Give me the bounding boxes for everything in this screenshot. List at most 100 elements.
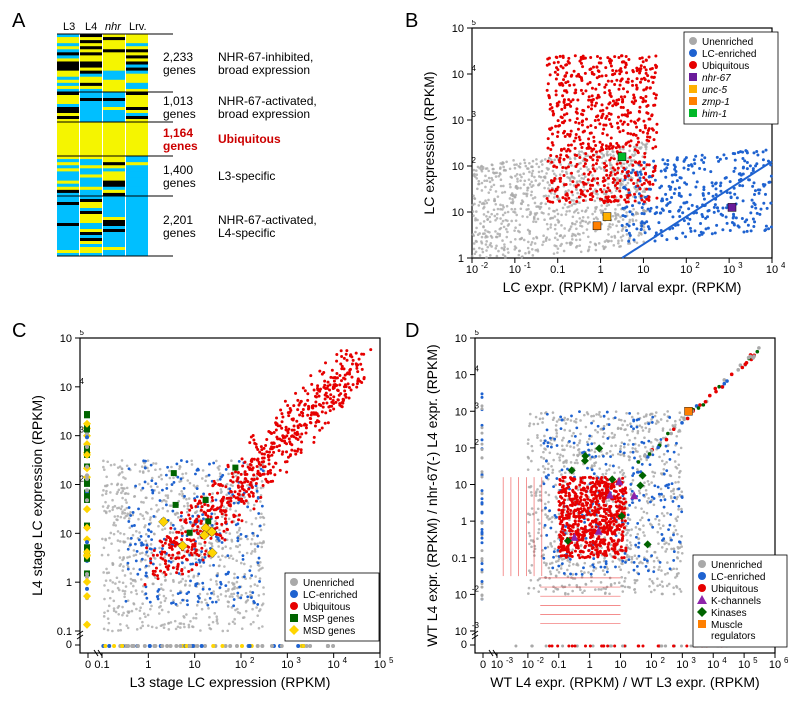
svg-text:WT L4 expr. (RPKM) / nhr-67(-): WT L4 expr. (RPKM) / nhr-67(-) L4 expr. … bbox=[424, 344, 440, 646]
svg-text:0: 0 bbox=[66, 639, 72, 651]
svg-text:-2: -2 bbox=[472, 584, 480, 593]
svg-text:LC expression (RPKM): LC expression (RPKM) bbox=[421, 71, 437, 214]
svg-text:0.1: 0.1 bbox=[57, 626, 72, 638]
panel-d-label: D bbox=[405, 320, 419, 343]
svg-text:10: 10 bbox=[281, 659, 293, 671]
svg-text:4: 4 bbox=[475, 365, 480, 374]
svg-text:4: 4 bbox=[781, 261, 785, 270]
svg-text:10: 10 bbox=[452, 23, 464, 35]
svg-text:-1: -1 bbox=[524, 261, 532, 270]
panel-c: 00.111010210310410500.1110102103104105L3… bbox=[25, 330, 400, 705]
svg-text:MSP genes: MSP genes bbox=[303, 614, 355, 625]
panel-d-svg: 010-310-20.1110102103104105106010-310-20… bbox=[420, 330, 795, 705]
svg-text:0: 0 bbox=[85, 659, 91, 671]
svg-text:10: 10 bbox=[455, 406, 467, 418]
svg-text:Ubiquitous: Ubiquitous bbox=[303, 602, 350, 613]
svg-text:2,201: 2,201 bbox=[163, 213, 193, 227]
svg-text:3: 3 bbox=[691, 656, 696, 665]
svg-text:broad expression: broad expression bbox=[218, 107, 310, 121]
svg-text:broad expression: broad expression bbox=[218, 63, 310, 77]
svg-text:3: 3 bbox=[472, 110, 477, 119]
svg-text:3: 3 bbox=[475, 401, 480, 410]
svg-text:4: 4 bbox=[722, 656, 727, 665]
svg-text:2: 2 bbox=[475, 438, 480, 447]
svg-text:10: 10 bbox=[452, 161, 464, 173]
svg-text:LC-enriched: LC-enriched bbox=[702, 49, 756, 60]
svg-text:-3: -3 bbox=[506, 656, 514, 665]
svg-text:genes: genes bbox=[163, 139, 198, 153]
svg-text:0.1: 0.1 bbox=[452, 553, 467, 565]
svg-text:10: 10 bbox=[374, 659, 386, 671]
svg-text:10: 10 bbox=[455, 626, 467, 638]
svg-text:2: 2 bbox=[80, 475, 85, 484]
svg-text:4: 4 bbox=[80, 377, 85, 386]
svg-text:10: 10 bbox=[60, 528, 72, 540]
svg-text:5: 5 bbox=[389, 656, 394, 665]
svg-text:genes: genes bbox=[163, 107, 196, 121]
svg-text:10: 10 bbox=[235, 659, 247, 671]
svg-text:NHR-67-activated,: NHR-67-activated, bbox=[218, 213, 317, 227]
col-Lrv: Lrv. bbox=[129, 21, 147, 33]
svg-text:3: 3 bbox=[80, 426, 85, 435]
col-nhr: nhr bbox=[105, 21, 122, 33]
svg-text:-3: -3 bbox=[472, 621, 480, 630]
svg-text:6: 6 bbox=[784, 656, 789, 665]
heatmap bbox=[57, 34, 173, 257]
svg-text:10: 10 bbox=[452, 207, 464, 219]
svg-text:0.1: 0.1 bbox=[94, 659, 109, 671]
svg-text:10: 10 bbox=[455, 480, 467, 492]
svg-text:10: 10 bbox=[509, 264, 521, 276]
svg-text:genes: genes bbox=[163, 176, 196, 190]
svg-text:10: 10 bbox=[491, 659, 503, 671]
svg-text:3: 3 bbox=[738, 261, 743, 270]
svg-text:10: 10 bbox=[452, 69, 464, 81]
svg-text:1: 1 bbox=[461, 516, 467, 528]
svg-text:unc-5: unc-5 bbox=[702, 85, 727, 96]
svg-text:2,233: 2,233 bbox=[163, 50, 193, 64]
svg-text:10: 10 bbox=[60, 333, 72, 345]
svg-text:10: 10 bbox=[455, 370, 467, 382]
svg-text:Ubiquitous: Ubiquitous bbox=[702, 61, 749, 72]
svg-text:0: 0 bbox=[461, 639, 467, 651]
svg-text:10: 10 bbox=[766, 264, 778, 276]
svg-text:10: 10 bbox=[455, 589, 467, 601]
svg-text:1: 1 bbox=[587, 659, 593, 671]
svg-text:-2: -2 bbox=[537, 656, 545, 665]
svg-text:2: 2 bbox=[250, 656, 255, 665]
svg-text:10: 10 bbox=[189, 659, 201, 671]
svg-text:4: 4 bbox=[472, 64, 477, 73]
svg-text:0: 0 bbox=[480, 659, 486, 671]
panel-b-label: B bbox=[405, 10, 418, 33]
panel-a-svg: L3 L4 nhr Lrv. 2,233genesNHR-67-inhibite… bbox=[45, 18, 385, 278]
figure-root: A L3 L4 nhr Lrv. 2,233genesNHR-67-inhibi… bbox=[10, 10, 785, 708]
svg-text:10: 10 bbox=[723, 264, 735, 276]
panel-c-svg: 00.111010210310410500.1110102103104105L3… bbox=[25, 330, 400, 705]
panel-b: 10-210-10.1110102103104110102103104105LC… bbox=[420, 20, 785, 305]
svg-text:0.1: 0.1 bbox=[550, 264, 565, 276]
svg-text:10: 10 bbox=[738, 659, 750, 671]
svg-text:10: 10 bbox=[707, 659, 719, 671]
svg-text:5: 5 bbox=[475, 330, 480, 337]
svg-text:10: 10 bbox=[522, 659, 534, 671]
svg-text:10: 10 bbox=[676, 659, 688, 671]
svg-text:Ubiquitous: Ubiquitous bbox=[218, 132, 281, 146]
svg-text:1,164: 1,164 bbox=[163, 126, 193, 140]
svg-text:10: 10 bbox=[680, 264, 692, 276]
svg-text:MSD genes: MSD genes bbox=[303, 626, 355, 637]
svg-text:10: 10 bbox=[60, 431, 72, 443]
svg-text:L4 stage LC expression (RPKM): L4 stage LC expression (RPKM) bbox=[29, 395, 45, 596]
svg-text:10: 10 bbox=[455, 443, 467, 455]
svg-text:L3 stage LC expression (RPKM): L3 stage LC expression (RPKM) bbox=[130, 674, 331, 690]
svg-text:2: 2 bbox=[695, 261, 700, 270]
svg-text:Unenriched: Unenriched bbox=[303, 578, 354, 589]
svg-text:10: 10 bbox=[60, 382, 72, 394]
panel-a-label: A bbox=[12, 10, 25, 33]
svg-text:10: 10 bbox=[637, 264, 649, 276]
panel-b-svg: 10-210-10.1110102103104110102103104105LC… bbox=[420, 20, 785, 305]
svg-text:4: 4 bbox=[343, 656, 348, 665]
svg-text:10: 10 bbox=[769, 659, 781, 671]
svg-text:10: 10 bbox=[452, 115, 464, 127]
svg-text:NHR-67-inhibited,: NHR-67-inhibited, bbox=[218, 50, 313, 64]
panel-d: 010-310-20.1110102103104105106010-310-20… bbox=[420, 330, 795, 705]
svg-text:1: 1 bbox=[458, 253, 464, 265]
